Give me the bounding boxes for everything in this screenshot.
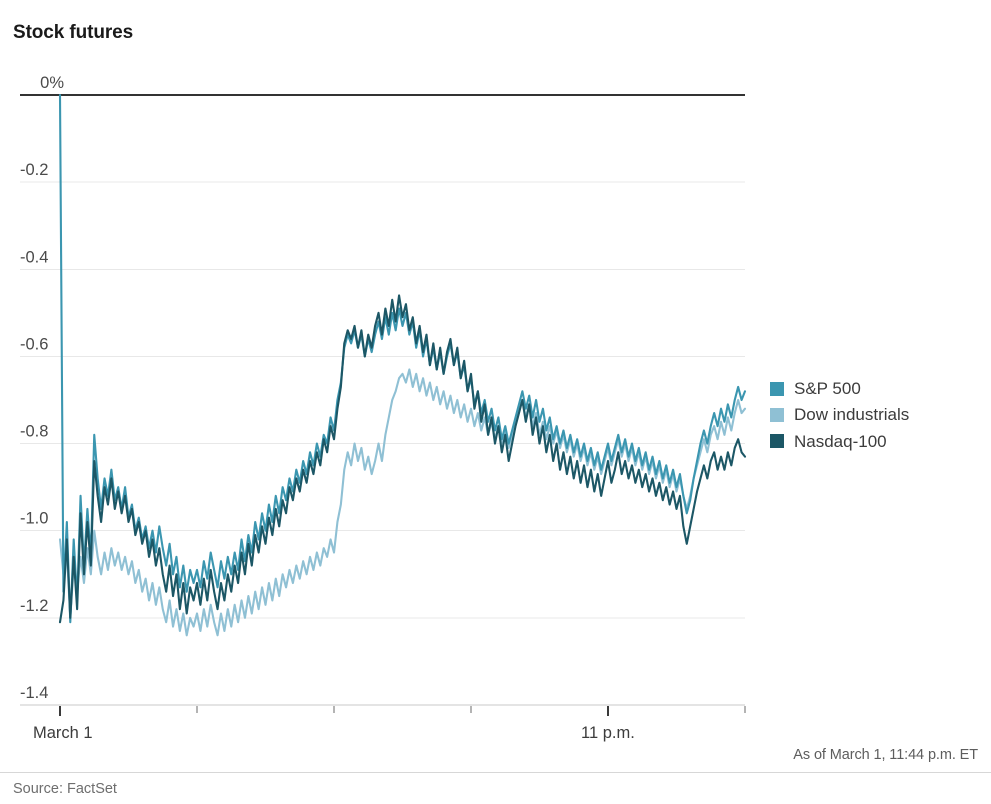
gridlines bbox=[20, 94, 745, 706]
y-axis-tick-label: -0.8 bbox=[20, 423, 48, 441]
legend-item-label: Nasdaq-100 bbox=[794, 431, 887, 451]
y-axis-labels: 0% -0.2 -0.4 -0.6 -0.8 -1.0 -1.2 -1.4 bbox=[20, 74, 64, 702]
page-title: Stock futures bbox=[13, 22, 134, 43]
legend-swatch-icon bbox=[770, 434, 784, 449]
legend-item-label: Dow industrials bbox=[794, 405, 910, 425]
legend-swatch-icon bbox=[770, 381, 784, 396]
y-axis-tick-label: -1.0 bbox=[20, 510, 48, 528]
y-axis-tick-label: -1.4 bbox=[20, 684, 48, 702]
legend-item-label: S&P 500 bbox=[794, 379, 861, 398]
x-axis: March 1 11 p.m. bbox=[33, 706, 746, 742]
y-axis-tick-label: -0.6 bbox=[20, 335, 48, 353]
series-line-s-p-500 bbox=[58, 93, 747, 624]
series-line-nasdaq-100 bbox=[58, 294, 747, 624]
y-axis-tick-label: -0.2 bbox=[20, 161, 48, 179]
footer-divider bbox=[0, 772, 991, 773]
series-line-dow-industrials bbox=[58, 368, 747, 637]
y-axis-tick-label: 0% bbox=[40, 74, 64, 92]
legend-swatch-icon bbox=[770, 407, 784, 422]
y-axis-tick-label: -0.4 bbox=[20, 248, 48, 266]
y-axis-tick-label: -1.2 bbox=[20, 597, 48, 615]
legend-item-dow[interactable]: Dow industrials bbox=[770, 404, 909, 425]
chart-legend: S&P 500 Dow industrials Nasdaq-100 bbox=[770, 378, 909, 452]
source-label: Source: FactSet bbox=[13, 781, 117, 797]
x-axis-tick-label: March 1 bbox=[33, 724, 93, 742]
x-axis-tick-label: 11 p.m. bbox=[581, 724, 635, 742]
as-of-timestamp: As of March 1, 11:44 p.m. ET bbox=[793, 747, 978, 763]
legend-item-sp500[interactable]: S&P 500 bbox=[770, 378, 909, 399]
legend-item-nasdaq[interactable]: Nasdaq-100 bbox=[770, 431, 909, 452]
series-lines bbox=[58, 93, 747, 637]
